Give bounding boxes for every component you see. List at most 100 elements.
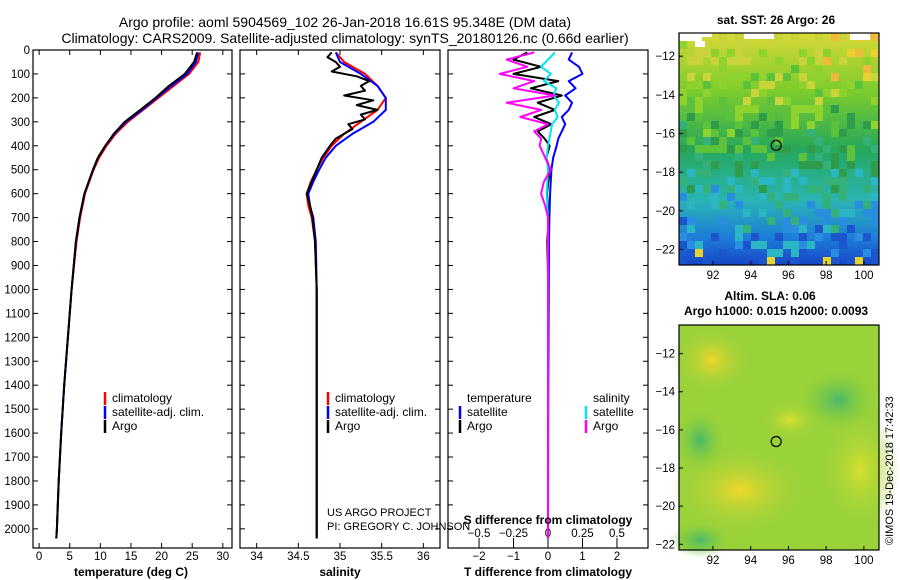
- sst-cell: [679, 129, 687, 137]
- lon-tick-label: 96: [782, 555, 795, 567]
- sst-cell: [695, 185, 703, 193]
- difference-panel: −2 −1 0 1 2 −0.5 −0.25 0 0.25 0.5 S difference f…: [447, 49, 649, 579]
- sst-cell: [815, 209, 823, 217]
- salinity-x-axis: 34 34.5 35 35.5 36: [250, 50, 430, 563]
- sst-cell: [831, 105, 839, 113]
- sst-cell: [719, 81, 727, 89]
- sst-cell: [735, 161, 743, 169]
- pressure-tick-label: 1500: [4, 404, 30, 416]
- sla-low-patch: [676, 410, 724, 470]
- sst-cell: [831, 177, 839, 185]
- sst-cell: [839, 145, 847, 153]
- pressure-tick-label: 1800: [4, 476, 30, 488]
- x-tick-label: 20: [155, 551, 168, 563]
- sst-cell: [783, 225, 791, 233]
- sst-cell: [807, 57, 815, 65]
- legend-label-climatology: climatology: [112, 391, 172, 405]
- sst-cell: [719, 33, 727, 41]
- sst-cell: [791, 121, 799, 129]
- sst-cell: [847, 257, 855, 265]
- legend-label-argo: Argo: [112, 419, 138, 433]
- profile-line-satellite-adj-clim-: [307, 51, 387, 539]
- sst-cell: [775, 57, 783, 65]
- difference-line-s-argo: [498, 51, 556, 539]
- difference-line-t-satellite: [547, 51, 584, 539]
- lat-tick-label: −14: [655, 387, 675, 399]
- sst-cell: [735, 121, 743, 129]
- sst-cell: [847, 225, 855, 233]
- sst-cell: [815, 137, 823, 145]
- sst-cell: [727, 49, 735, 57]
- pressure-tick-label: 400: [11, 141, 30, 153]
- sst-cell: [831, 41, 839, 49]
- sst-cell: [703, 185, 711, 193]
- sst-missing-cell: [695, 41, 705, 47]
- sst-cell: [727, 145, 735, 153]
- sst-cell: [799, 217, 807, 225]
- sst-cell: [815, 185, 823, 193]
- salinity-y-ticks: [240, 49, 440, 530]
- sst-cell: [767, 81, 775, 89]
- sst-cell: [719, 145, 727, 153]
- sst-cell: [831, 161, 839, 169]
- sla-low-patch: [670, 522, 730, 558]
- lon-tick-label: 92: [707, 270, 720, 282]
- sst-cell: [831, 185, 839, 193]
- pressure-tick-label: 600: [11, 189, 30, 201]
- sst-cell: [839, 233, 847, 241]
- sst-cell: [783, 73, 791, 81]
- sst-cell: [863, 65, 871, 73]
- sst-cell: [767, 153, 775, 161]
- sst-cell: [735, 201, 743, 209]
- imos-timestamp: ©IMOS 19-Dec-2018 17:42:33: [884, 396, 896, 545]
- x-tick-label: 35.5: [370, 551, 392, 563]
- sst-cell: [727, 57, 735, 65]
- lon-tick-label: 98: [820, 555, 833, 567]
- sst-cell: [735, 33, 743, 41]
- salinity-profiles: [305, 51, 387, 539]
- salinity-difference-axis: −0.5 −0.25 0 0.25 0.5: [468, 528, 625, 543]
- sst-cell: [863, 209, 871, 217]
- sst-cell: [791, 65, 799, 73]
- sst-cell: [759, 177, 767, 185]
- legend-title-salinity: salinity: [593, 391, 630, 405]
- sst-cell: [751, 105, 759, 113]
- lat-tick-label: −20: [655, 501, 675, 513]
- sst-cell: [735, 241, 743, 249]
- sst-cell: [687, 249, 695, 257]
- sst-cell: [735, 105, 743, 113]
- sst-cell: [751, 233, 759, 241]
- profile-line-argo: [305, 51, 379, 539]
- sst-cell: [751, 129, 759, 137]
- sla-high-patch: [672, 326, 752, 394]
- pressure-tick-label: 800: [11, 237, 30, 249]
- difference-legend-salinity: salinity satellite Argo: [584, 391, 634, 433]
- sst-cell: [831, 225, 839, 233]
- x-tick-label: 1: [579, 551, 585, 563]
- sst-cell: [743, 57, 751, 65]
- pressure-tick-label: 1900: [4, 500, 30, 512]
- s-tick-label: 0.25: [571, 528, 593, 540]
- sst-cell: [871, 169, 879, 177]
- lat-tick-label: −20: [655, 206, 675, 218]
- sst-cell: [727, 113, 735, 121]
- sst-cell: [799, 81, 807, 89]
- sst-cell: [727, 177, 735, 185]
- sst-cell: [783, 193, 791, 201]
- x-tick-label: 34: [250, 551, 263, 563]
- pressure-axis: 0 100 200 300 400 500 600 700 800 900 1000 1100 1200…: [4, 45, 232, 536]
- sst-cell: [687, 225, 695, 233]
- lon-tick-label: 100: [854, 555, 873, 567]
- sst-cell: [735, 145, 743, 153]
- sst-cell: [743, 241, 751, 249]
- pressure-tick-label: 1300: [4, 356, 30, 368]
- sst-cell: [679, 217, 687, 225]
- sst-cell: [823, 105, 831, 113]
- x-tick-label: 25: [186, 551, 199, 563]
- temperature-axis-label: temperature (deg C): [74, 565, 188, 579]
- sst-cell: [871, 257, 879, 265]
- sst-cell: [839, 241, 847, 249]
- sst-cell: [767, 129, 775, 137]
- sst-cell: [799, 49, 807, 57]
- sst-cell: [855, 233, 863, 241]
